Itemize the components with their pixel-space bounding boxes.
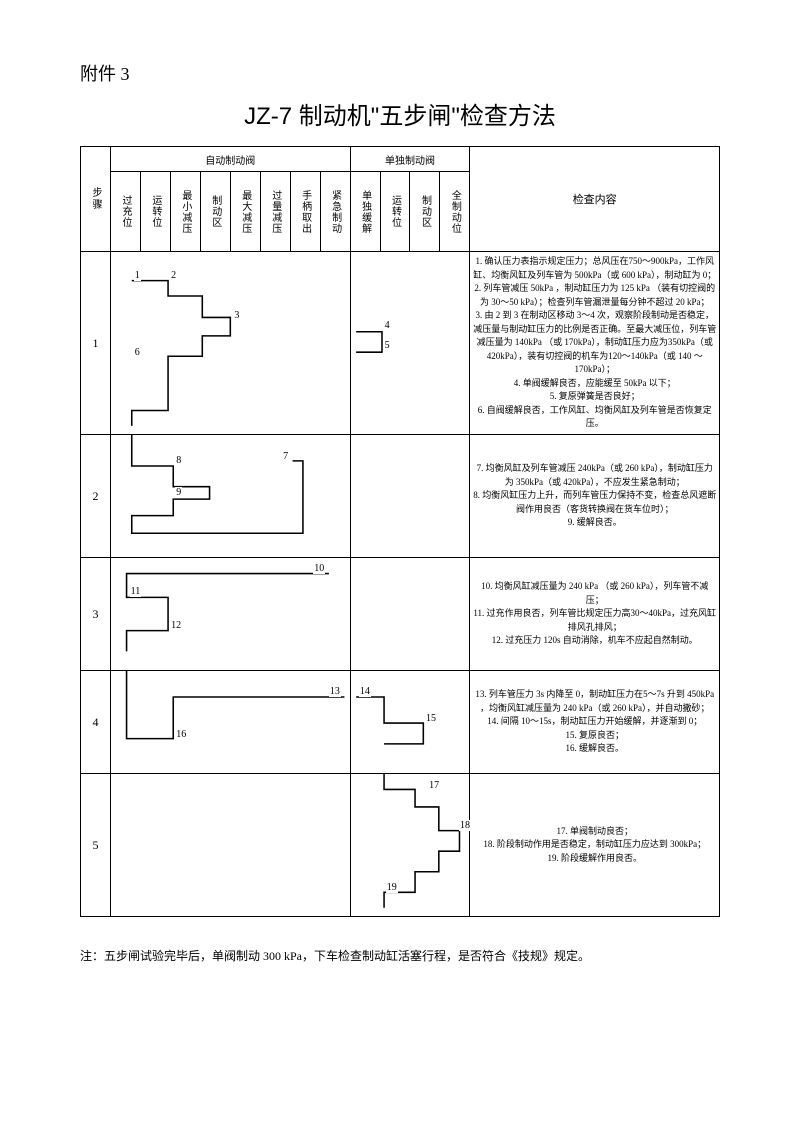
auto-diagram [110, 774, 350, 917]
curve-point-label: 11 [130, 586, 142, 597]
indep-diagram [350, 558, 470, 671]
curve-point-label: 6 [134, 347, 141, 358]
table-row: 3 10 11 12 10. 均衡风缸减压量为 240 kPa （或 260 kPa），… [81, 558, 720, 671]
col-auto-2: 最小减压 [170, 172, 200, 252]
col-auto-group: 自动制动阀 [110, 147, 350, 172]
step-number: 5 [81, 774, 111, 917]
curve-point-label: 4 [384, 320, 391, 331]
check-content: 13. 列车管压力 3s 内降至 0，制动缸压力在5～7s 升到 450kPa … [470, 671, 720, 774]
curve-point-label: 13 [329, 686, 341, 697]
curve-point-label: 19 [386, 882, 398, 893]
col-auto-6: 手柄取出 [290, 172, 320, 252]
check-content: 1. 确认压力表指示规定压力；总风压在750～900kPa，工作风缸、均衡风缸及… [470, 252, 720, 435]
col-auto-3: 制动区 [200, 172, 230, 252]
table-row: 2 8 7 9 7. 均衡风缸及列车管减压 240kPa（或 260 kPa），制动缸压… [81, 435, 720, 558]
indep-diagram [350, 435, 470, 558]
check-content: 17. 单阀制动良否；18. 阶段制动作用是否稳定，制动缸压力应达到 300kP… [470, 774, 720, 917]
curve-point-label: 8 [175, 455, 182, 466]
auto-diagram: 1 2 3 6 [110, 252, 350, 435]
table-row: 5 17 18 19 17. 单阀制动良否；18. 阶段制动作用是否稳定，制动缸压力应达… [81, 774, 720, 917]
check-content: 10. 均衡风缸减压量为 240 kPa （或 260 kPa），列车管不减压；… [470, 558, 720, 671]
auto-diagram: 10 11 12 [110, 558, 350, 671]
indep-diagram: 17 18 19 [350, 774, 470, 917]
page-title: JZ-7 制动机"五步闸"检查方法 [80, 96, 720, 131]
col-indep-1: 运转位 [380, 172, 410, 252]
inspection-table: 步骤 自动制动阀 单独制动阀 检查内容 过充位 运转位 最小减压 制动区 最大减… [80, 146, 720, 917]
auto-diagram: 8 7 9 [110, 435, 350, 558]
check-content: 7. 均衡风缸及列车管减压 240kPa（或 260 kPa），制动缸压力为 3… [470, 435, 720, 558]
curve-point-label: 7 [282, 451, 289, 462]
table-row: 11236451. 确认压力表指示规定压力；总风压在750～900kPa，工作风… [81, 252, 720, 435]
curve-point-label: 18 [459, 820, 471, 831]
curve-point-label: 16 [175, 729, 187, 740]
col-indep-group: 单独制动阀 [350, 147, 470, 172]
attachment-label: 附件 3 [80, 60, 720, 86]
curve-point-label: 9 [175, 487, 182, 498]
step-number: 3 [81, 558, 111, 671]
curve-point-label: 17 [428, 780, 440, 791]
col-auto-0: 过充位 [110, 172, 140, 252]
footnote: 注：五步闸试验完毕后，单阀制动 300 kPa，下车检查制动缸活塞行程，是否符合… [80, 947, 720, 964]
step-number: 2 [81, 435, 111, 558]
col-indep-0: 单独缓解 [350, 172, 380, 252]
auto-diagram: 13 16 [110, 671, 350, 774]
col-indep-2: 制动区 [410, 172, 440, 252]
indep-diagram: 45 [350, 252, 470, 435]
curve-point-label: 14 [359, 686, 371, 697]
indep-diagram: 14 15 [350, 671, 470, 774]
col-check: 检查内容 [470, 147, 720, 252]
step-number: 4 [81, 671, 111, 774]
curve-point-label: 1 [134, 270, 141, 281]
col-auto-7: 紧急制动 [320, 172, 350, 252]
col-step: 步骤 [81, 147, 111, 252]
col-auto-5: 过量减压 [260, 172, 290, 252]
col-auto-4: 最大减压 [230, 172, 260, 252]
curve-point-label: 3 [233, 310, 240, 321]
col-auto-1: 运转位 [140, 172, 170, 252]
curve-point-label: 12 [170, 620, 182, 631]
col-indep-3: 全制动位 [440, 172, 470, 252]
curve-point-label: 5 [384, 340, 391, 351]
curve-point-label: 2 [170, 270, 177, 281]
curve-point-label: 15 [425, 713, 437, 724]
curve-point-label: 10 [313, 563, 325, 574]
table-row: 4 13 16 14 15 13. 列车管压力 3s 内降至 0，制动缸压力在5～7s 升… [81, 671, 720, 774]
step-number: 1 [81, 252, 111, 435]
